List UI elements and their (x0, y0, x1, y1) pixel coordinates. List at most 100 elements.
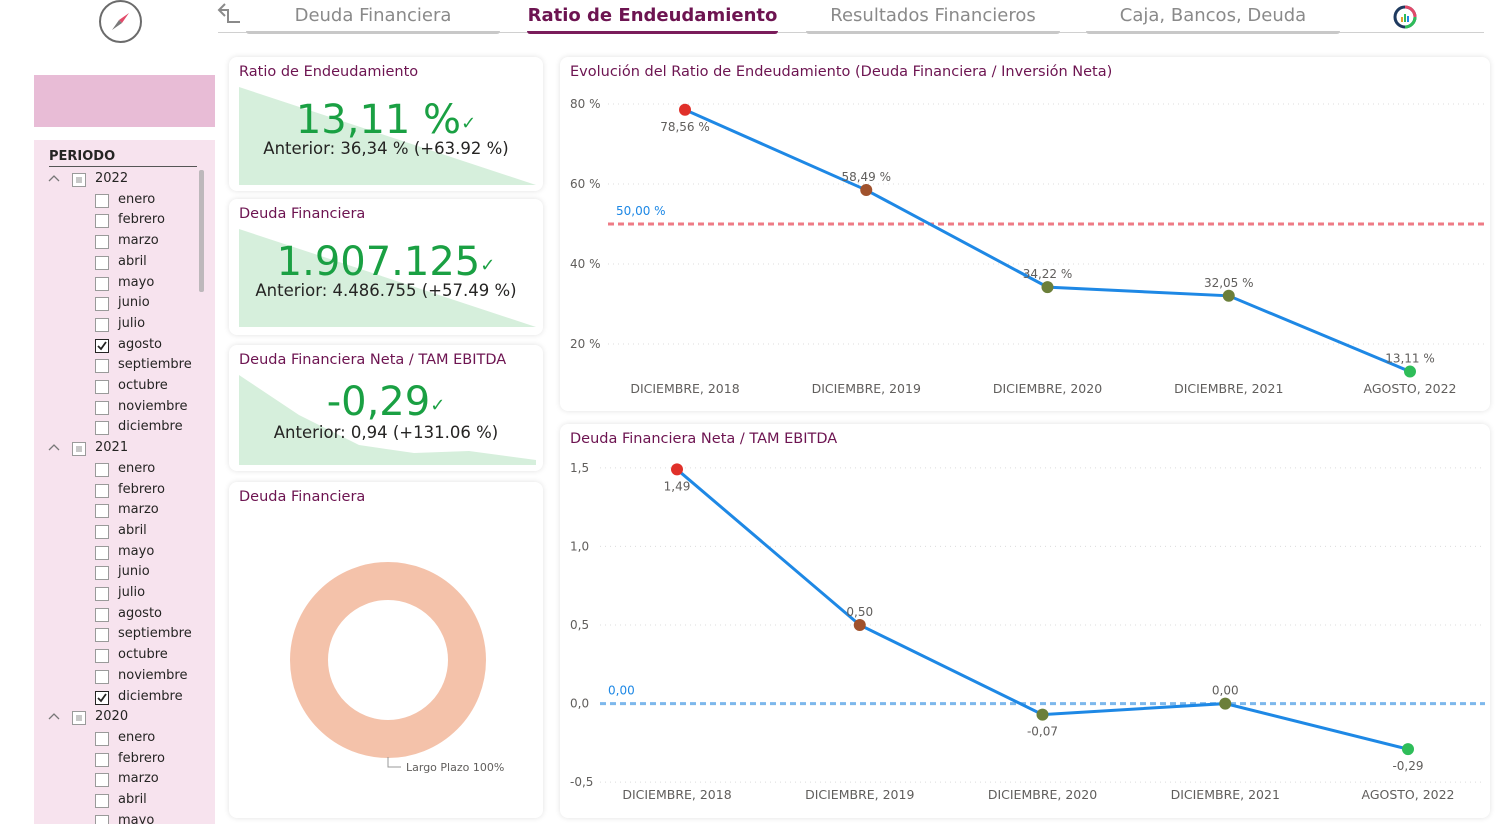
slicer-month-item[interactable]: octubre (34, 378, 199, 398)
chevron-up-icon[interactable] (48, 173, 60, 185)
data-point[interactable] (671, 463, 683, 476)
month-checkbox[interactable] (95, 607, 109, 622)
month-checkbox[interactable] (95, 752, 109, 767)
slicer-month-item[interactable]: abril (34, 792, 199, 812)
kpi-trend-area (239, 87, 536, 185)
month-checkbox[interactable] (95, 297, 109, 312)
month-label: mayo (118, 812, 155, 824)
slicer-month-item[interactable]: noviembre (34, 399, 199, 419)
data-point[interactable] (1036, 708, 1049, 721)
month-checkbox[interactable] (95, 504, 109, 519)
month-label: febrero (118, 750, 165, 766)
month-checkbox[interactable] (95, 380, 109, 394)
slicer-year-2020[interactable]: 2020 (34, 709, 199, 729)
slicer-month-item[interactable]: julio (34, 585, 199, 605)
slicer-month-item[interactable]: marzo (34, 771, 199, 791)
data-point[interactable] (1041, 281, 1054, 294)
year-checkbox[interactable] (72, 711, 86, 726)
year-checkbox[interactable] (72, 442, 86, 457)
month-checkbox[interactable] (95, 814, 109, 824)
month-checkbox[interactable] (95, 462, 109, 477)
slicer-month-item[interactable]: febrero (34, 482, 199, 502)
month-checkbox[interactable] (95, 214, 109, 229)
x-tick-label: AGOSTO, 2022 (1361, 787, 1454, 802)
month-checkbox[interactable] (95, 317, 109, 332)
slicer-month-item[interactable]: junio (34, 564, 199, 584)
data-point[interactable] (860, 184, 873, 197)
slicer-month-item[interactable]: agosto (34, 337, 199, 357)
month-checkbox[interactable] (95, 669, 109, 684)
month-checkbox[interactable] (95, 545, 109, 560)
month-checkbox[interactable] (95, 649, 109, 664)
slicer-year-2022[interactable]: 2022 (34, 171, 199, 191)
slicer-year-2021[interactable]: 2021 (34, 440, 199, 460)
data-point[interactable] (1404, 365, 1416, 378)
x-tick-label: DICIEMBRE, 2018 (622, 787, 731, 802)
slicer-month-item[interactable]: diciembre (34, 689, 199, 709)
data-point[interactable] (1402, 743, 1414, 756)
slicer-month-item[interactable]: noviembre (34, 668, 199, 688)
month-checkbox[interactable] (95, 483, 109, 498)
month-checkbox[interactable] (95, 773, 109, 788)
month-checkbox[interactable] (95, 400, 109, 415)
slicer-month-item[interactable]: julio (34, 316, 199, 336)
month-checkbox[interactable] (95, 587, 109, 601)
month-checkbox[interactable] (95, 794, 109, 808)
year-checkbox[interactable] (72, 173, 86, 187)
slicer-month-item[interactable]: marzo (34, 502, 199, 522)
donut-slice-largo-plazo[interactable] (290, 562, 486, 758)
month-checkbox[interactable] (95, 235, 109, 250)
slicer-month-item[interactable]: febrero (34, 751, 199, 771)
card-title: Ratio de Endeudamiento (239, 64, 419, 80)
report-logo-icon[interactable] (1393, 5, 1417, 29)
month-checkbox[interactable] (95, 731, 109, 746)
compass-icon[interactable] (99, 0, 142, 43)
back-arrow-icon[interactable] (216, 0, 242, 26)
chevron-up-icon[interactable] (48, 711, 60, 723)
slicer-month-item[interactable]: febrero (34, 212, 199, 232)
x-tick-label: DICIEMBRE, 2021 (1171, 787, 1280, 802)
month-checkbox[interactable] (95, 276, 109, 291)
slicer-month-item[interactable]: mayo (34, 544, 199, 564)
reference-line-label: 0,00 (608, 684, 635, 698)
data-label: -0,29 (1392, 759, 1423, 773)
month-checkbox[interactable] (95, 421, 109, 436)
data-label: 13,11 % (1385, 352, 1435, 366)
month-checkbox[interactable] (95, 359, 109, 374)
tab-resultados-financieros[interactable]: Resultados Financieros (806, 4, 1060, 34)
slicer-month-item[interactable]: marzo (34, 233, 199, 253)
data-point[interactable] (1222, 289, 1235, 302)
slicer-month-item[interactable]: abril (34, 523, 199, 543)
tab-deuda-financiera[interactable]: Deuda Financiera (246, 4, 500, 34)
data-point[interactable] (853, 619, 866, 631)
tab-caja-bancos-deuda[interactable]: Caja, Bancos, Deuda (1086, 4, 1340, 34)
month-label: diciembre (118, 419, 183, 435)
tab-ratio-de-endeudamiento[interactable]: Ratio de Endeudamiento (527, 4, 778, 34)
slicer-month-item[interactable]: mayo (34, 813, 199, 824)
slicer-month-item[interactable]: junio (34, 295, 199, 315)
checked-checkbox[interactable] (95, 690, 109, 705)
kpi-previous: Anterior: 0,94 (+131.06 %) (273, 423, 499, 442)
slicer-month-item[interactable]: enero (34, 730, 199, 750)
slicer-scrollbar[interactable] (199, 170, 204, 292)
slicer-month-item[interactable]: agosto (34, 606, 199, 626)
slicer-month-item[interactable]: mayo (34, 275, 199, 295)
ratio-line-chart: 20 % 40 % 60 % 80 % 50,00 % 78,56 % 58,49 % 34,… (570, 97, 1485, 396)
checked-checkbox[interactable] (95, 338, 109, 353)
data-point[interactable] (1219, 697, 1232, 710)
slicer-month-item[interactable]: octubre (34, 647, 199, 667)
slicer-month-item[interactable]: abril (34, 254, 199, 274)
slicer-month-item[interactable]: septiembre (34, 357, 199, 377)
slicer-month-item[interactable]: enero (34, 461, 199, 481)
month-checkbox[interactable] (95, 193, 109, 208)
slicer-month-item[interactable]: septiembre (34, 626, 199, 646)
data-point[interactable] (679, 103, 691, 116)
tab-label: Deuda Financiera (294, 5, 452, 26)
chevron-up-icon[interactable] (48, 442, 60, 454)
month-checkbox[interactable] (95, 628, 109, 643)
month-checkbox[interactable] (95, 255, 109, 270)
month-checkbox[interactable] (95, 566, 109, 581)
month-checkbox[interactable] (95, 524, 109, 539)
slicer-month-item[interactable]: enero (34, 192, 199, 212)
slicer-month-item[interactable]: diciembre (34, 419, 199, 439)
